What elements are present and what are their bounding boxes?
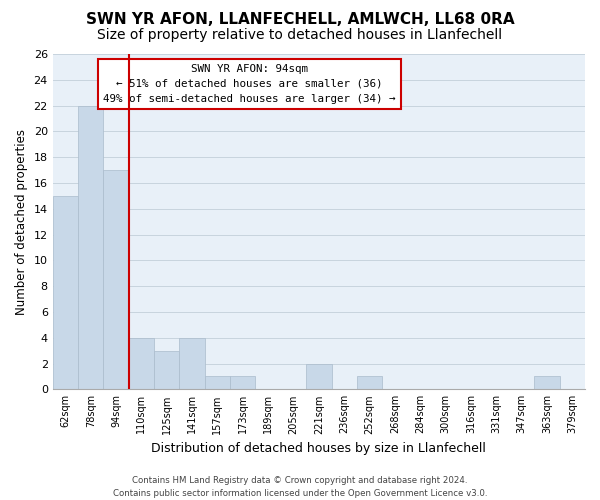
Text: Size of property relative to detached houses in Llanfechell: Size of property relative to detached ho… [97,28,503,42]
Bar [78,106,103,390]
Text: SWN YR AFON, LLANFECHELL, AMLWCH, LL68 0RA: SWN YR AFON, LLANFECHELL, AMLWCH, LL68 0… [86,12,514,28]
Bar [306,364,332,390]
Text: SWN YR AFON: 94sqm
← 51% of detached houses are smaller (36)
49% of semi-detache: SWN YR AFON: 94sqm ← 51% of detached hou… [103,64,396,104]
Bar [53,196,78,390]
Bar [230,376,256,390]
Text: Contains HM Land Registry data © Crown copyright and database right 2024.
Contai: Contains HM Land Registry data © Crown c… [113,476,487,498]
X-axis label: Distribution of detached houses by size in Llanfechell: Distribution of detached houses by size … [151,442,486,455]
Bar [535,376,560,390]
Bar [129,338,154,390]
Bar [154,350,179,390]
Bar [357,376,382,390]
Y-axis label: Number of detached properties: Number of detached properties [15,128,28,314]
Bar [179,338,205,390]
Bar [205,376,230,390]
Bar [103,170,129,390]
